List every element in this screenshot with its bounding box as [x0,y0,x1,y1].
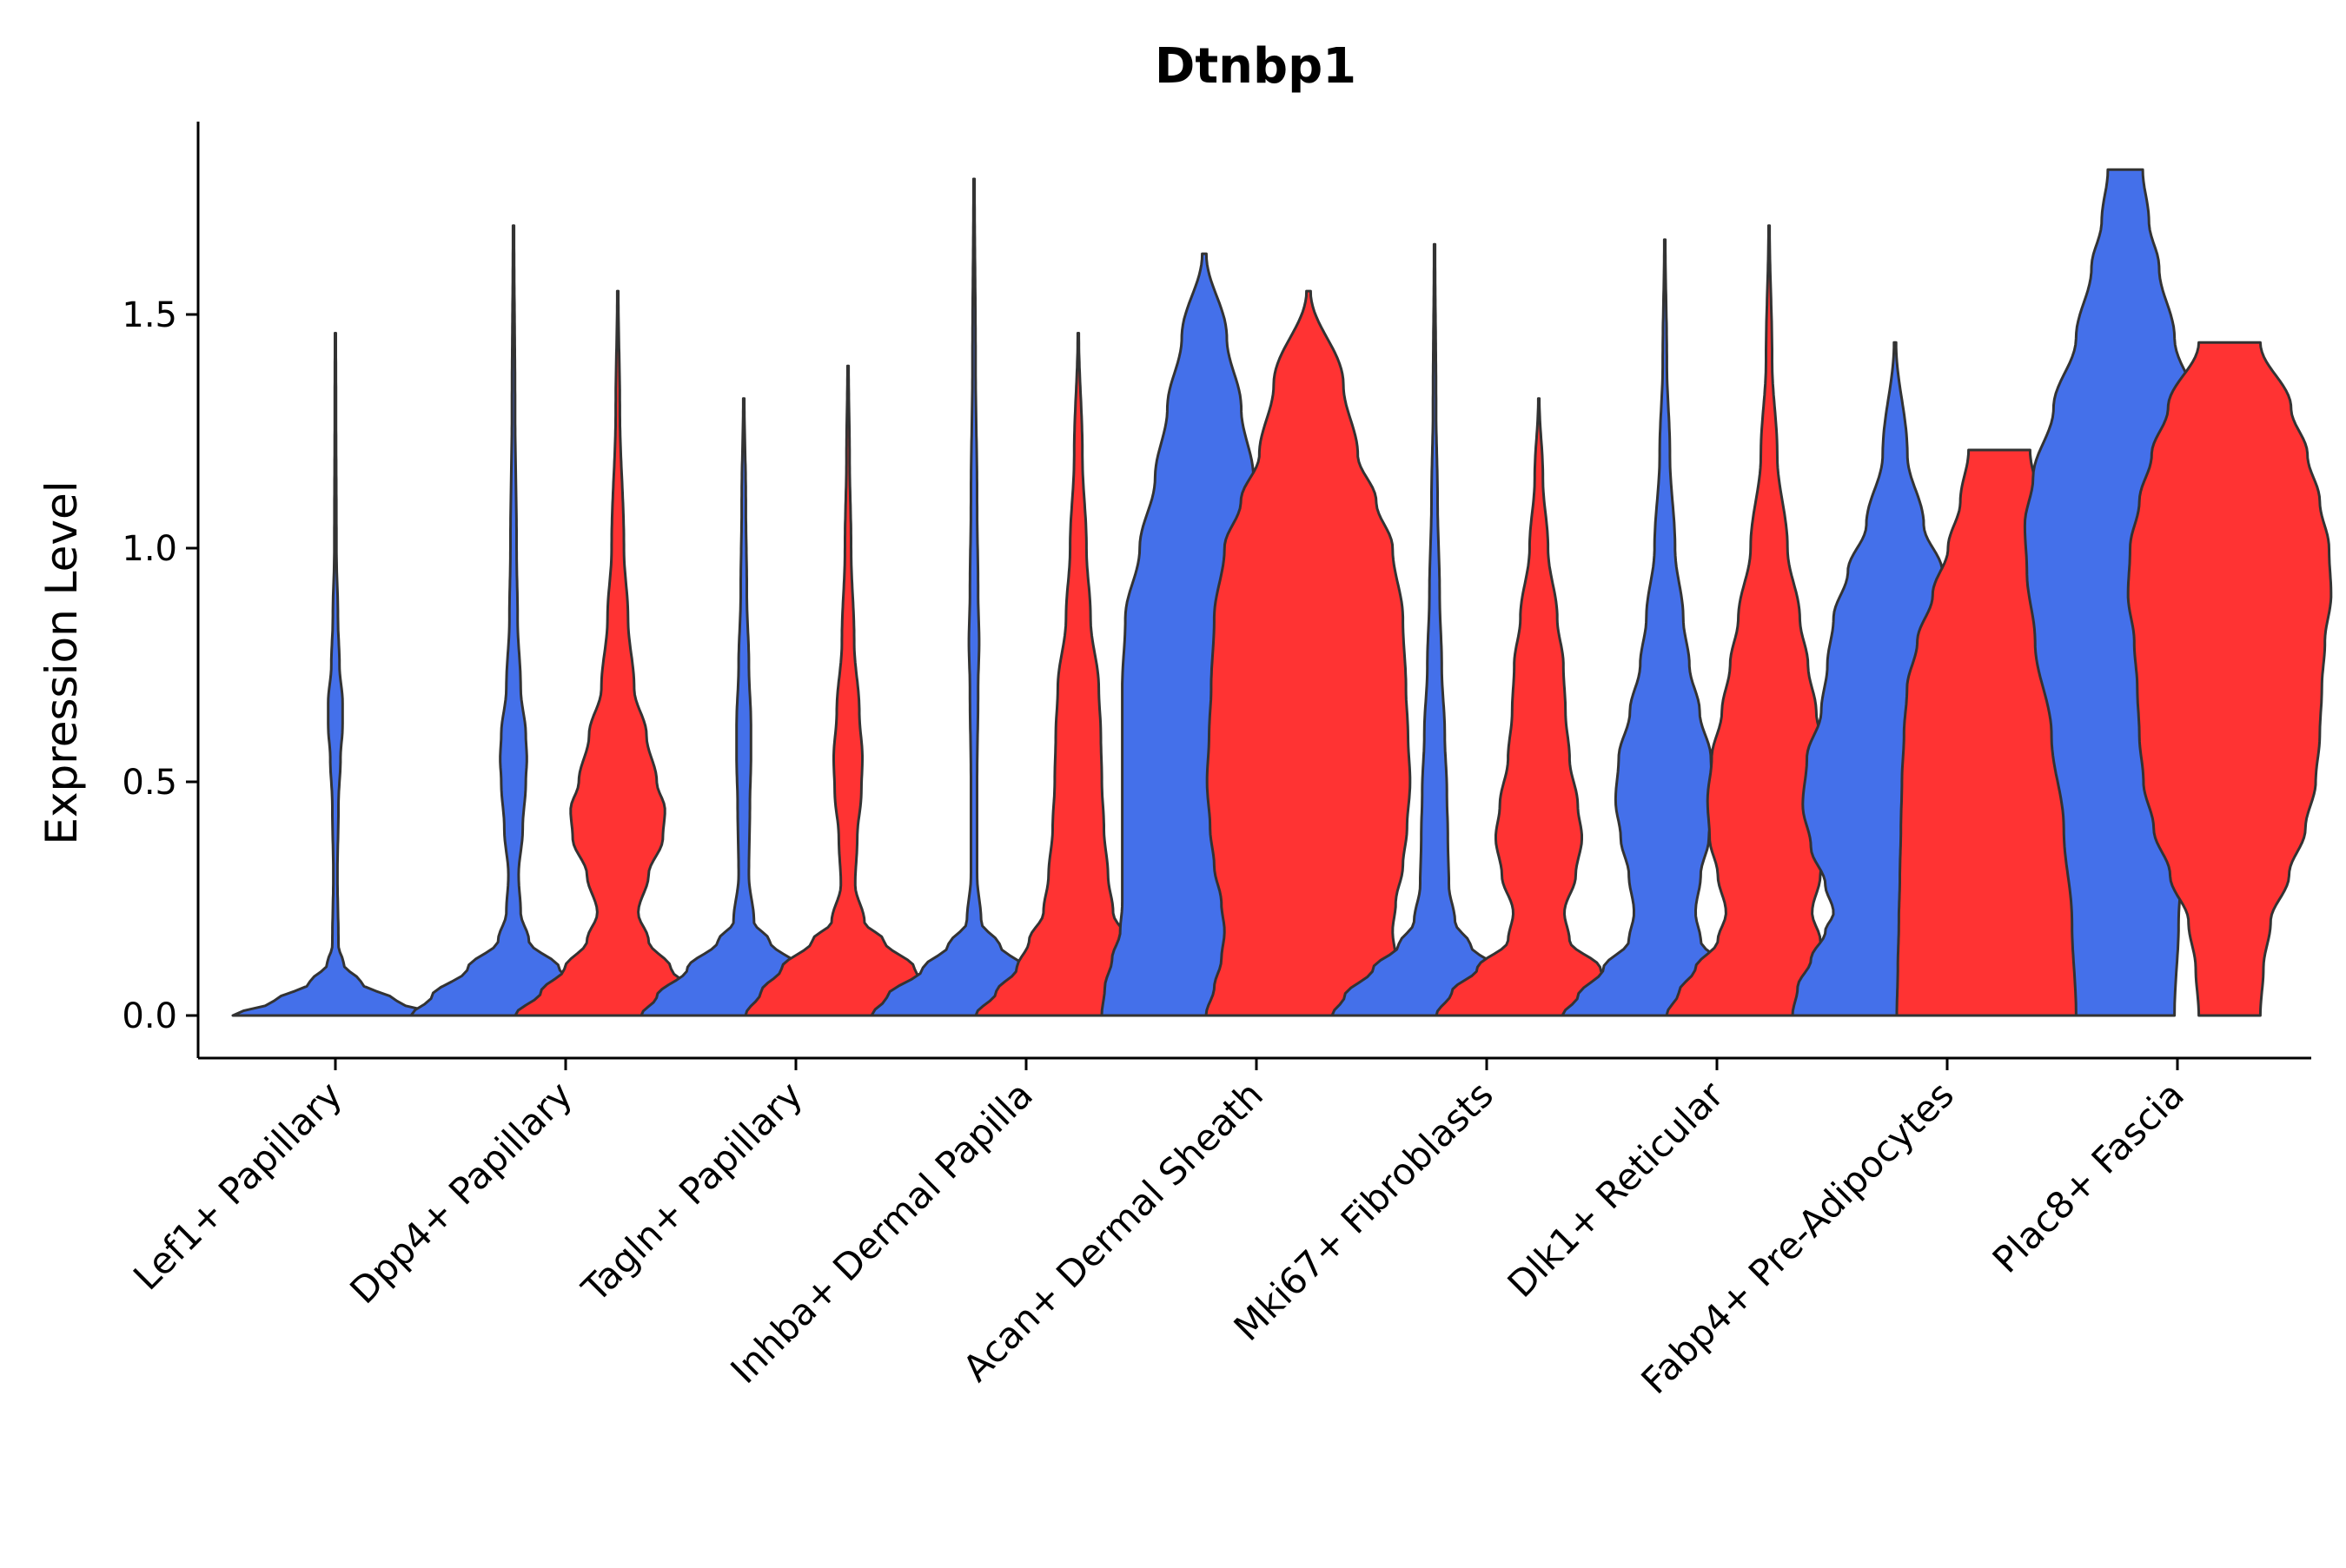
violin-b [974,332,1183,1017]
violin-a [231,332,440,1017]
y-tick-label: 1.0 [122,529,177,569]
violin-b [1204,289,1413,1017]
violin-b [744,364,952,1017]
violin-b [1435,397,1643,1017]
x-category-label: Lef1+ Papillary [125,1073,350,1298]
violin-a [1330,242,1539,1017]
violins-layer [231,168,2333,1017]
y-tick-label: 1.5 [122,295,177,335]
violin-a [870,177,1078,1017]
y-axis-label: Expression Level [36,480,87,844]
x-category-label: Mki67+ Fibroblasts [1226,1073,1501,1348]
violin-b [2126,341,2333,1017]
x-category-label: Dlk1+ Reticular [1500,1073,1733,1306]
x-category-label: Plac8+ Fascia [1985,1073,2192,1280]
violin-b [514,289,722,1017]
violin-a [409,224,618,1017]
x-category-label: Dpp4+ Papillary [341,1073,580,1312]
violin-a [640,397,848,1017]
y-tick-label: 0.5 [122,763,177,803]
y-tick-label: 0.0 [122,996,177,1036]
chart-title: Dtnbp1 [1155,38,1356,95]
x-category-label: Tagln+ Papillary [573,1073,811,1310]
